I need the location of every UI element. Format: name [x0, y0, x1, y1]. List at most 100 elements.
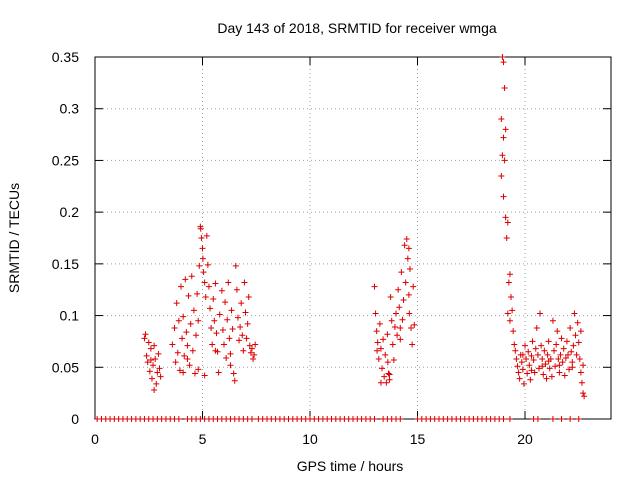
data-point	[404, 255, 411, 262]
y-tick-label: 0.2	[60, 204, 80, 220]
data-point	[506, 416, 513, 422]
data-point	[515, 369, 522, 376]
data-point	[397, 336, 404, 343]
y-axis-label: SRMTID / TECUs	[6, 183, 22, 293]
data-point	[499, 152, 506, 159]
x-tick-label: 15	[410, 431, 426, 447]
data-point	[224, 316, 231, 323]
y-tick-label: 0.35	[52, 49, 79, 65]
data-point	[203, 232, 210, 239]
data-point	[387, 293, 394, 300]
data-point	[150, 362, 157, 369]
data-point	[531, 369, 538, 376]
data-point	[184, 342, 191, 349]
data-point	[558, 335, 565, 342]
data-point	[388, 317, 395, 324]
data-point	[195, 366, 202, 373]
data-point	[398, 269, 405, 276]
data-point	[396, 304, 403, 311]
data-point	[394, 332, 401, 339]
data-point	[175, 317, 182, 324]
data-point	[552, 363, 559, 370]
data-point	[514, 363, 521, 370]
data-point	[390, 357, 397, 364]
data-point	[237, 323, 244, 330]
data-point	[196, 262, 203, 269]
data-point	[511, 341, 518, 348]
data-point	[526, 362, 533, 369]
data-point	[185, 292, 192, 299]
data-point	[155, 350, 162, 357]
data-point	[154, 369, 161, 376]
data-point	[153, 380, 160, 387]
data-point	[503, 235, 510, 241]
data-point	[520, 380, 527, 387]
y-tick-label: 0	[71, 411, 79, 427]
data-point	[197, 225, 204, 232]
data-point	[381, 373, 388, 380]
data-point	[406, 266, 413, 273]
data-point	[209, 341, 216, 348]
data-point	[510, 328, 517, 335]
data-point	[248, 345, 255, 352]
data-point	[250, 356, 257, 363]
data-point	[151, 387, 158, 394]
data-point	[191, 370, 198, 377]
data-point	[556, 362, 563, 369]
data-point	[509, 307, 516, 314]
data-point	[527, 376, 534, 383]
data-point	[549, 416, 556, 422]
data-point	[251, 351, 258, 358]
data-point	[408, 324, 415, 331]
data-point	[500, 416, 507, 422]
data-point	[239, 332, 246, 339]
data-point	[186, 362, 193, 369]
data-point	[522, 342, 528, 349]
data-point	[374, 339, 381, 346]
data-point	[247, 349, 254, 356]
data-point	[227, 362, 234, 369]
data-point	[560, 345, 567, 352]
data-point	[502, 126, 509, 133]
data-point	[240, 347, 247, 354]
data-point	[393, 310, 399, 317]
data-point	[148, 375, 155, 382]
data-point	[213, 330, 220, 337]
data-point	[181, 352, 188, 359]
data-point	[201, 279, 208, 286]
data-point	[208, 324, 215, 331]
data-point	[532, 345, 539, 352]
data-point	[200, 269, 207, 276]
data-point	[202, 293, 209, 300]
data-point	[406, 310, 413, 317]
data-point	[554, 328, 561, 335]
data-point	[210, 296, 217, 303]
data-point	[212, 280, 219, 287]
data-point	[512, 347, 519, 354]
data-point	[504, 219, 511, 226]
data-point	[172, 359, 179, 366]
y-tick-label: 0.1	[60, 308, 80, 324]
data-point	[226, 335, 233, 342]
data-point	[537, 310, 544, 317]
data-point	[409, 341, 416, 348]
data-point	[549, 317, 556, 324]
data-point	[397, 416, 404, 422]
chart-title: Day 143 of 2018, SRMTID for receiver wmg…	[217, 20, 497, 36]
data-point	[389, 341, 396, 348]
data-point	[232, 262, 239, 269]
data-point	[246, 342, 253, 349]
data-point	[578, 379, 585, 386]
data-point	[581, 393, 588, 400]
data-point	[516, 375, 523, 382]
data-point	[243, 335, 250, 342]
data-point	[551, 347, 558, 354]
data-point	[182, 276, 189, 283]
data-point	[183, 329, 190, 336]
data-point	[541, 347, 548, 354]
data-point	[513, 356, 520, 363]
data-point	[205, 283, 212, 290]
data-point	[570, 342, 577, 349]
data-point	[574, 319, 581, 326]
data-point	[546, 365, 553, 372]
